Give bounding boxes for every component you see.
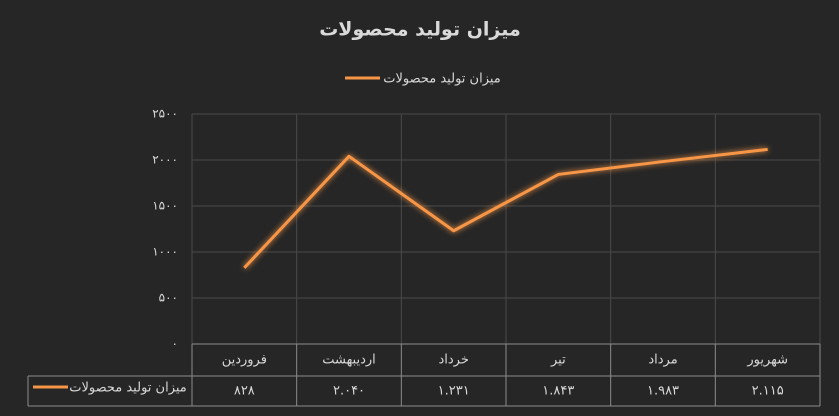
y-tick-label: ۲۵۰۰ [152, 107, 178, 121]
legend-label: میزان تولید محصولات [383, 72, 501, 87]
y-tick-label: ۰ [172, 337, 178, 351]
x-tick-label: خرداد [438, 353, 468, 368]
chart-title: میزان تولید محصولات [319, 19, 521, 41]
x-tick-label: مرداد [648, 353, 677, 368]
table-value: ۲.۱۱۵ [752, 384, 784, 399]
table-value: ۲.۰۴۰ [333, 384, 365, 399]
data-line [243, 147, 768, 269]
table-series-name: میزان تولید محصولات [69, 381, 187, 396]
x-tick-label: فروردین [222, 353, 267, 368]
x-tick-label: اردیبهشت [322, 353, 376, 368]
table-value: ۱.۸۴۳ [542, 384, 574, 399]
table-value: ۱.۲۳۱ [438, 384, 470, 399]
x-tick-label: شهریور [746, 353, 788, 368]
y-tick-label: ۱۰۰۰ [152, 245, 178, 259]
y-tick-label: ۲۰۰۰ [152, 153, 178, 167]
x-tick-label: تیر [550, 353, 566, 368]
table-value: ۸۲۸ [234, 384, 255, 399]
y-tick-label: ۵۰۰ [159, 291, 178, 305]
table-value: ۱.۹۸۳ [647, 384, 679, 399]
y-tick-label: ۱۵۰۰ [152, 199, 178, 213]
